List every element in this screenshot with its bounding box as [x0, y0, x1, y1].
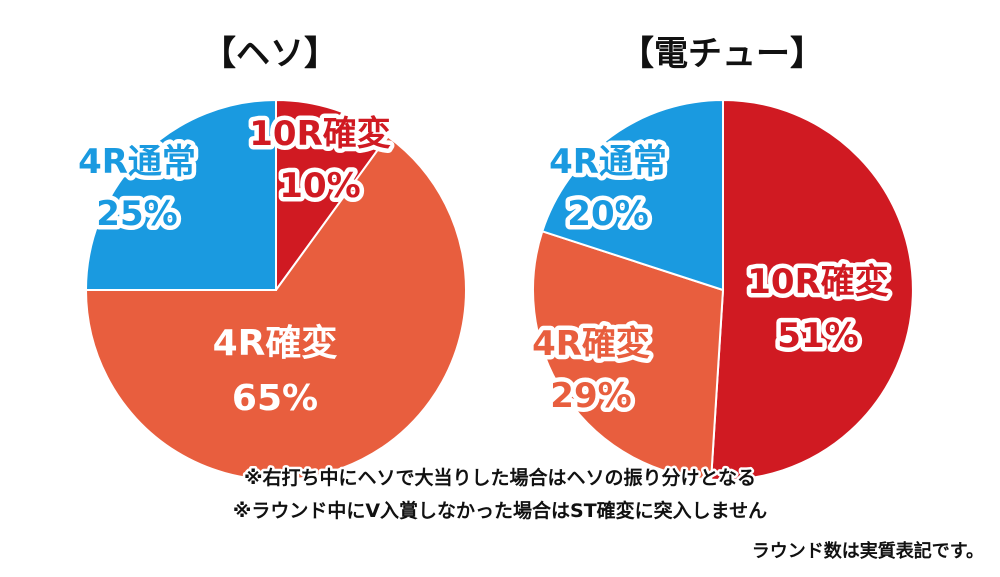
pie-denchu-slice-label-10r: 10R確変: [747, 262, 889, 302]
pie-heso-title: 【ヘソ】: [202, 34, 338, 74]
pie-denchu-slice-value-4r-normal: 20%: [567, 194, 648, 234]
pie-heso-slice-value-4r-normal: 25%: [96, 194, 177, 234]
pie-heso-slice-label-10r: 10R確変: [249, 114, 391, 154]
note-line-2: ※ラウンド中にV入賞しなかった場合はST確変に突入しません: [233, 499, 767, 522]
pie-denchu-slice-4r-kakuhen: [532, 230, 725, 481]
pie-heso-slice-label-4r-kakuhen: 4R確変: [213, 322, 338, 364]
pie-denchu-slice-value-10r: 51%: [777, 316, 858, 356]
pie-denchu-slice-label-4r-kakuhen: 4R確変: [532, 324, 650, 364]
pie-denchu-slices: [532, 98, 914, 481]
pie-heso-slice-value-4r-kakuhen: 65%: [232, 378, 318, 419]
pie-denchu-slice-10r: [710, 98, 914, 481]
pie-heso-slice-value-10r: 10%: [279, 166, 360, 206]
pie-denchu-slice-label-4r-normal: 4R通常: [549, 142, 667, 182]
pie-denchu-slice-value-4r-kakuhen: 29%: [550, 376, 631, 416]
pie-heso-slices: [84, 98, 467, 481]
pie-denchu-slice-4r-normal: [541, 98, 724, 292]
pie-heso-slice-4r-kakuhen: [84, 134, 467, 481]
note-line-1: ※右打ち中にヘソで大当りした場合はヘソの振り分けとなる: [244, 466, 756, 489]
pie-heso: 【ヘソ】 10R確変 10% 4R通常 25% 4R確変 65%: [74, 34, 467, 481]
pie-denchu-title: 【電チュー】: [620, 34, 824, 74]
pie-heso-slice-10r: [275, 98, 390, 294]
pie-heso-slice-label-4r-normal: 4R通常: [78, 142, 196, 182]
footer-note: ラウンド数は実質表記です。: [752, 540, 984, 562]
pie-heso-slice-4r-normal: [84, 98, 277, 291]
pie-denchu: 【電チュー】 4R通常 20% 10R確変 51% 4R確変 29%: [528, 34, 914, 481]
